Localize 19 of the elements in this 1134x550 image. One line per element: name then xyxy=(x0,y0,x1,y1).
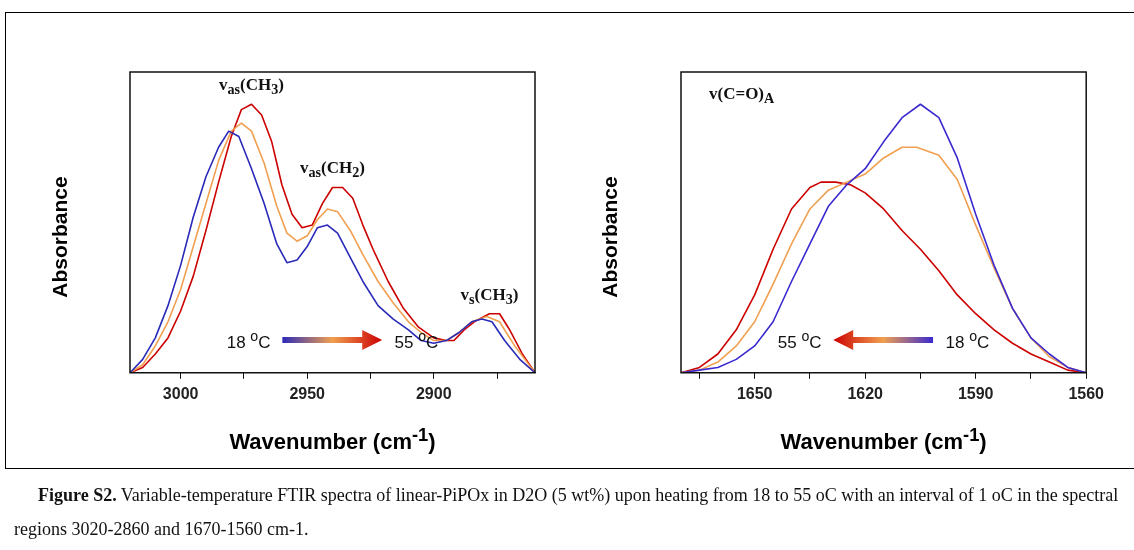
y-axis-title: Absorbance xyxy=(598,176,622,298)
x-tick-label: 1560 xyxy=(1068,384,1105,402)
x-tick-label: 2900 xyxy=(415,384,452,402)
x-tick-label: 1650 xyxy=(736,384,773,402)
y-axis-title: Absorbance xyxy=(48,176,72,298)
x-tick-label: 3000 xyxy=(162,384,199,402)
x-axis-title: Wavenumber (cm$^{-1}$) xyxy=(780,424,987,456)
x-tick-label: 1620 xyxy=(847,384,884,402)
chart-title: v(C=O)$_{A}$ xyxy=(709,84,775,108)
annotation: 18 $^{o}$C xyxy=(226,327,271,353)
annotation: v$_{s}$(CH$_{3}$) xyxy=(460,284,519,308)
text: v$_{as}$(CH$_{3}$) xyxy=(218,74,285,99)
annotation: v$_{as}$(CH$_{2}$) xyxy=(299,158,366,182)
x-axis-title: Wavenumber (cm$^{-1}$) xyxy=(229,424,436,456)
x-tick-label: 2950 xyxy=(289,384,326,402)
annotation: 55 $^{o}$C xyxy=(777,327,822,353)
annotation: 18 $^{o}$C xyxy=(945,327,990,353)
x-tick-label: 1590 xyxy=(957,384,994,402)
caption: Figure S2. Variable-temperature FTIR spectra of linear-PiPOx in D2O (5 wt%) upon heating from 18 to 55 oC with an interval of 1 oC in the spectral regions 3020-2860 and 1670-1560 cm-1. xyxy=(14,484,1120,541)
